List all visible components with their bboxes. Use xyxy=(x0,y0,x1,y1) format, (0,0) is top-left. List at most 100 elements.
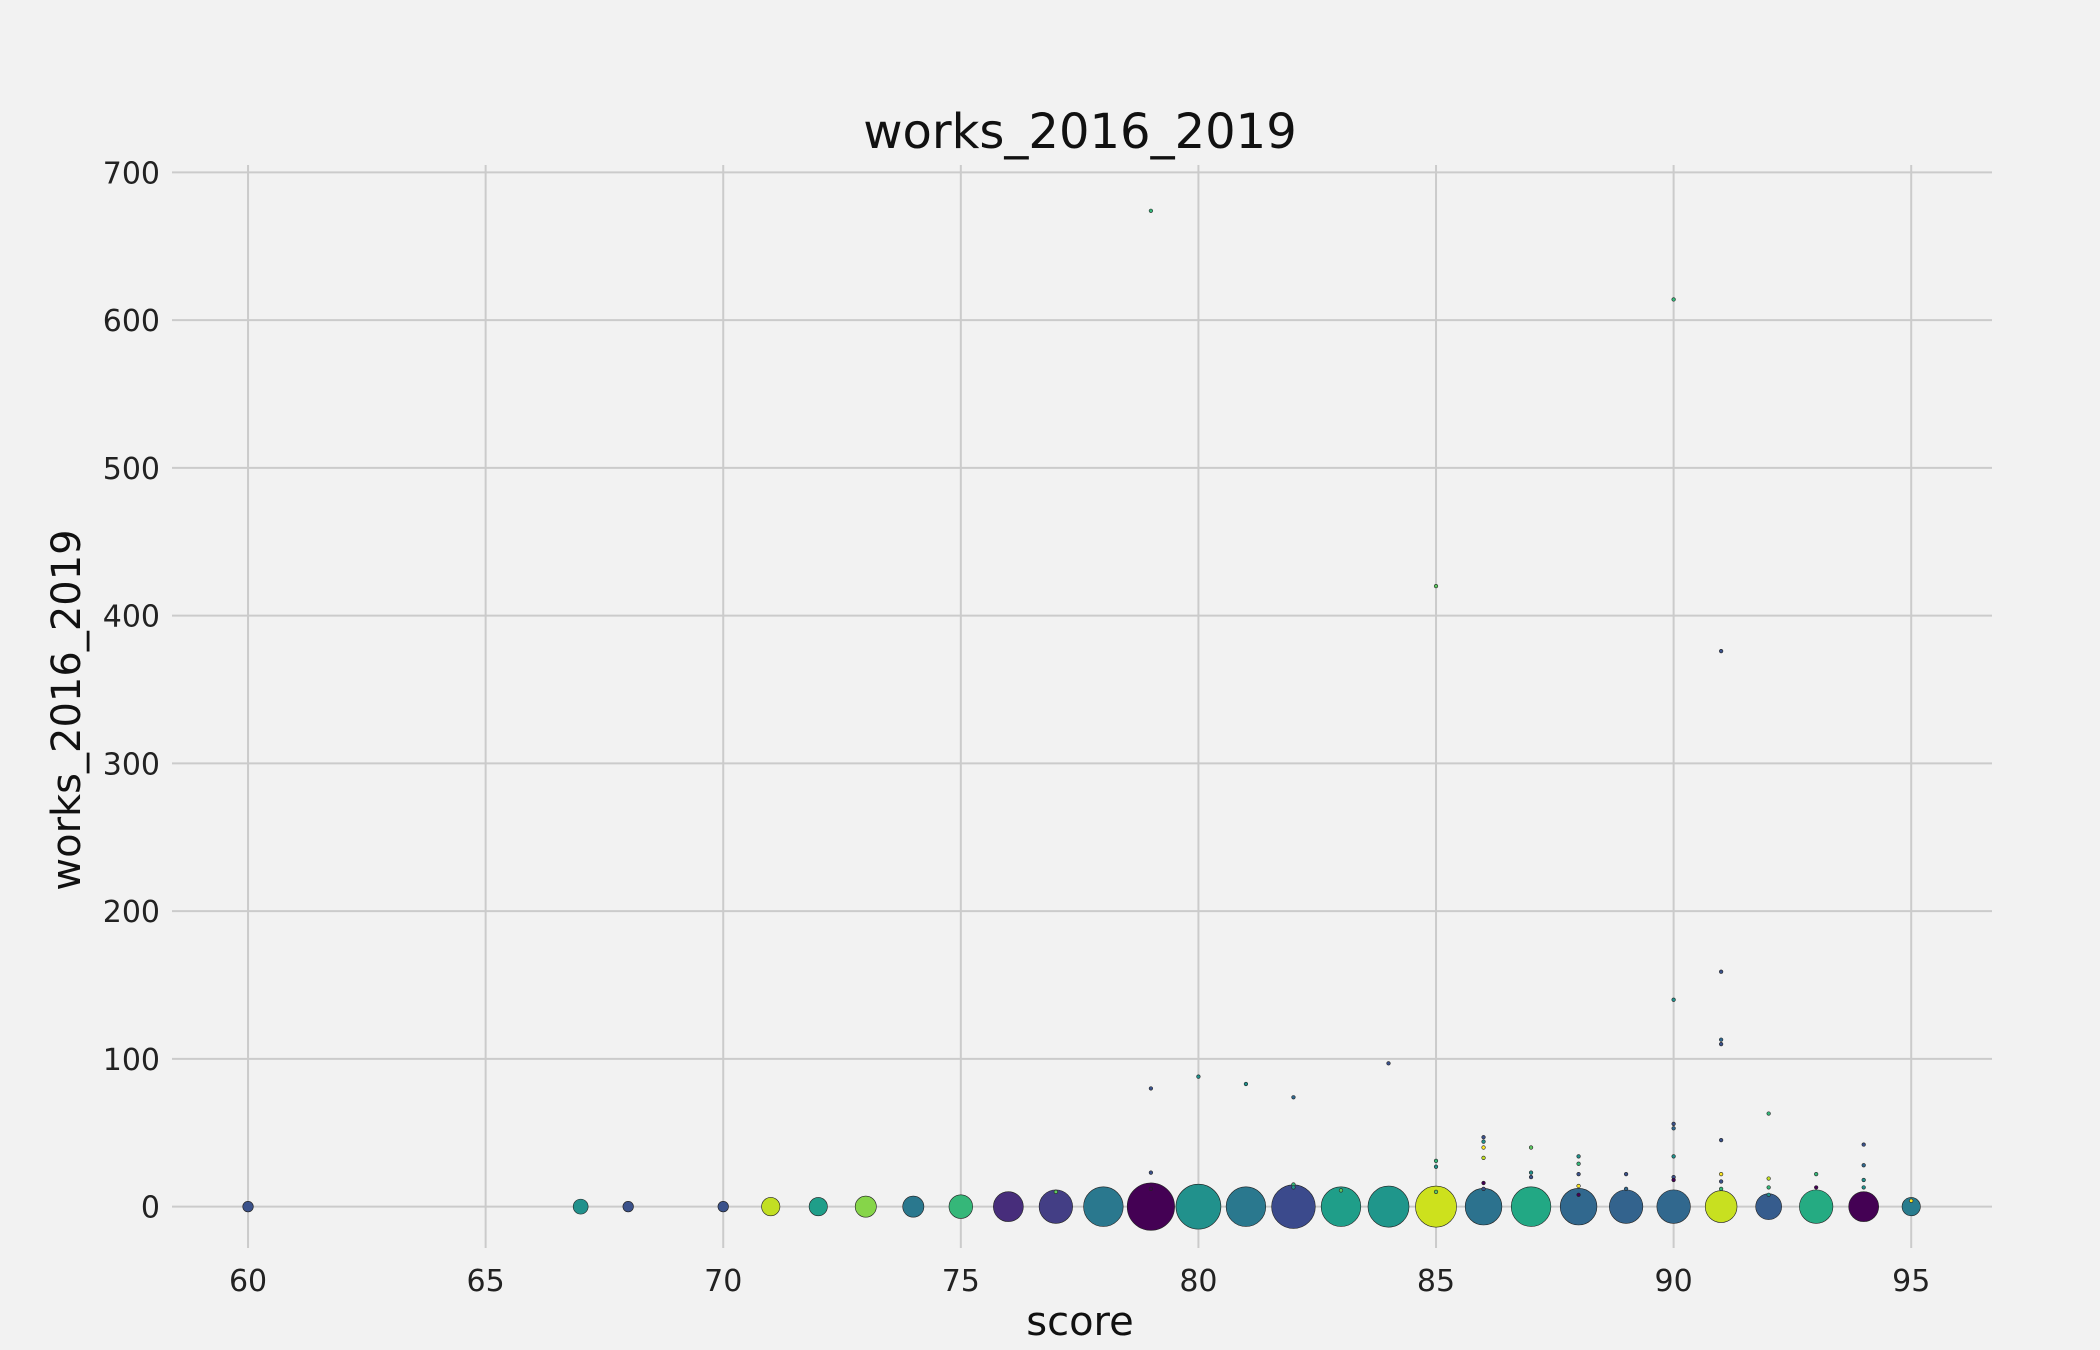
data-point xyxy=(1196,1074,1201,1079)
data-point xyxy=(1481,1155,1486,1160)
y-axis-ticks: 0 100 200 300 400 500 600 700 xyxy=(103,156,160,1225)
grid-lines xyxy=(172,165,1992,1248)
data-point xyxy=(1719,969,1724,974)
data-point xyxy=(1367,1185,1410,1228)
data-point xyxy=(1755,1193,1782,1220)
data-point xyxy=(1766,1176,1771,1181)
data-point xyxy=(1609,1189,1644,1224)
data-point xyxy=(1656,1189,1691,1224)
data-point xyxy=(1719,1179,1724,1184)
data-point xyxy=(1623,1172,1629,1177)
data-point xyxy=(1576,1183,1581,1189)
data-point xyxy=(1320,1186,1362,1227)
data-point xyxy=(1671,1154,1676,1159)
data-point xyxy=(1766,1185,1771,1190)
x-tick-label: 90 xyxy=(1655,1264,1693,1299)
data-point xyxy=(1528,1170,1534,1175)
data-point xyxy=(1861,1163,1866,1168)
data-point xyxy=(1038,1189,1073,1224)
data-point xyxy=(1576,1172,1581,1177)
data-point xyxy=(1623,1186,1629,1192)
data-point xyxy=(1175,1183,1222,1230)
data-point xyxy=(1464,1187,1503,1226)
y-tick-label: 400 xyxy=(103,600,160,635)
data-point xyxy=(1415,1185,1457,1228)
data-point xyxy=(1291,1185,1296,1190)
data-point xyxy=(1814,1172,1819,1177)
data-point xyxy=(1148,1086,1154,1091)
data-point xyxy=(1433,1164,1439,1169)
data-point xyxy=(1243,1081,1249,1087)
data-point xyxy=(622,1201,634,1213)
data-point xyxy=(1576,1161,1581,1166)
data-point xyxy=(1481,1135,1486,1140)
y-tick-label: 200 xyxy=(103,895,160,930)
y-tick-label: 700 xyxy=(103,156,160,191)
data-point xyxy=(902,1195,925,1218)
data-point xyxy=(1719,1186,1724,1192)
data-point xyxy=(761,1197,781,1217)
data-point xyxy=(948,1194,973,1219)
y-tick-label: 300 xyxy=(103,747,160,782)
x-axis-label: score xyxy=(1026,1299,1133,1345)
data-point xyxy=(1861,1177,1866,1183)
data-point xyxy=(1719,1172,1724,1177)
data-point xyxy=(854,1195,877,1218)
x-axis-ticks: 60 65 70 75 80 85 90 95 xyxy=(229,1264,1930,1299)
y-tick-label: 600 xyxy=(103,304,160,339)
x-tick-label: 70 xyxy=(704,1264,742,1299)
chart-title: works_2016_2019 xyxy=(863,104,1296,160)
data-point xyxy=(1814,1185,1819,1190)
y-tick-label: 100 xyxy=(103,1043,160,1078)
x-tick-label: 85 xyxy=(1417,1264,1455,1299)
data-point xyxy=(1291,1095,1296,1100)
data-point xyxy=(1576,1192,1581,1197)
data-point xyxy=(1799,1189,1834,1224)
data-point xyxy=(1848,1191,1879,1222)
data-point xyxy=(808,1197,828,1217)
y-tick-label: 0 xyxy=(141,1191,160,1226)
x-tick-label: 75 xyxy=(942,1264,980,1299)
data-point xyxy=(993,1191,1024,1222)
data-points xyxy=(242,208,1921,1231)
x-tick-label: 60 xyxy=(229,1264,267,1299)
data-point xyxy=(242,1201,254,1213)
data-point xyxy=(1719,648,1724,654)
data-point xyxy=(1433,1158,1439,1163)
data-point xyxy=(1719,1042,1724,1047)
data-point xyxy=(1481,1139,1486,1144)
data-point xyxy=(1386,1061,1391,1066)
data-point xyxy=(1861,1185,1866,1190)
data-point xyxy=(1433,583,1439,589)
data-point xyxy=(1225,1186,1267,1227)
data-point xyxy=(1528,1174,1534,1180)
data-point xyxy=(1671,297,1676,302)
data-point xyxy=(1481,1180,1486,1186)
data-point xyxy=(1481,1145,1486,1150)
data-point xyxy=(717,1201,729,1213)
data-point xyxy=(1671,997,1676,1002)
data-point xyxy=(1148,1186,1154,1192)
data-point xyxy=(1528,1145,1534,1150)
data-point xyxy=(1148,208,1154,213)
data-point xyxy=(1126,1182,1175,1231)
data-point xyxy=(1719,1037,1724,1042)
data-point xyxy=(1148,1170,1154,1175)
data-point xyxy=(1766,1111,1771,1116)
data-point xyxy=(1909,1198,1914,1203)
data-point xyxy=(1083,1186,1124,1227)
data-point xyxy=(1576,1154,1581,1159)
x-tick-label: 95 xyxy=(1892,1264,1930,1299)
data-point xyxy=(1704,1190,1738,1223)
y-axis-label: works_2016_2019 xyxy=(44,529,90,890)
y-tick-label: 500 xyxy=(103,452,160,487)
x-tick-label: 80 xyxy=(1179,1264,1217,1299)
data-point xyxy=(1433,1189,1439,1194)
data-point xyxy=(1901,1197,1921,1217)
data-point xyxy=(572,1198,589,1215)
data-point xyxy=(1719,1138,1724,1143)
x-tick-label: 65 xyxy=(467,1264,505,1299)
data-point xyxy=(1766,1192,1771,1197)
data-point xyxy=(1671,1126,1676,1131)
